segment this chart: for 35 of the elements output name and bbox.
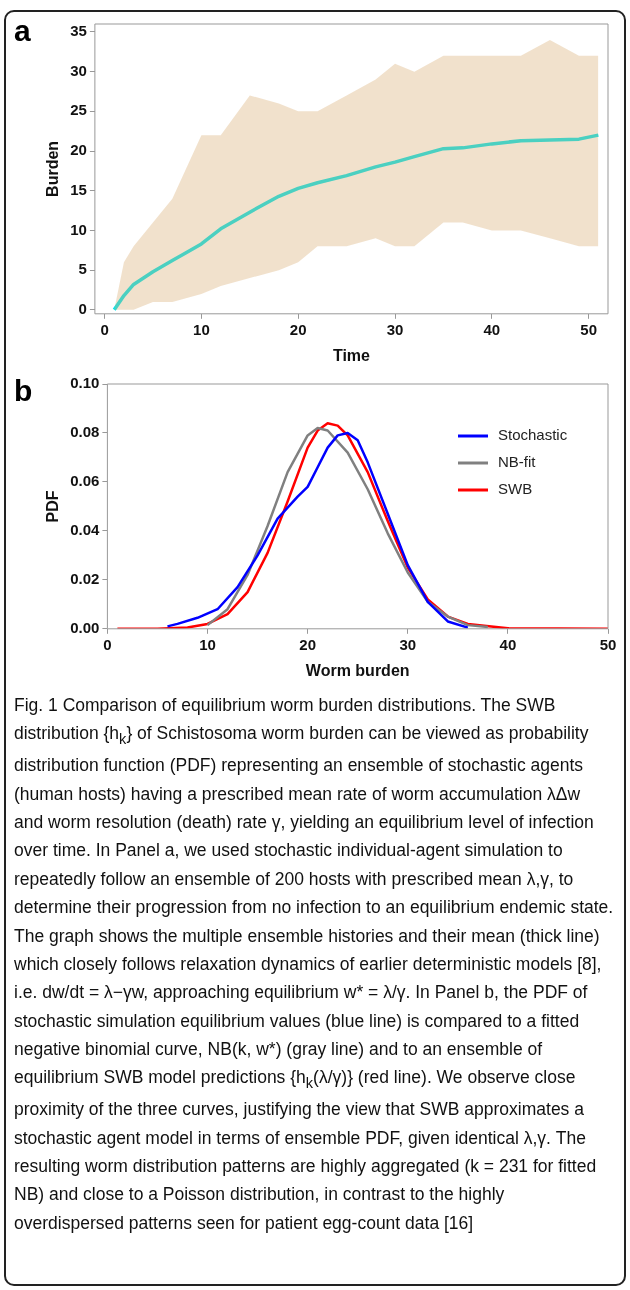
legend-label: Stochastic xyxy=(498,426,568,444)
x-tick-label: 0 xyxy=(103,635,112,653)
y-tick-label: 30 xyxy=(70,61,87,79)
x-tick-label: 40 xyxy=(483,320,501,338)
chart-title: b xyxy=(14,374,33,408)
y-tick-label: 0.08 xyxy=(70,423,100,441)
y-tick-label: 20 xyxy=(70,141,87,159)
y-tick-label: 5 xyxy=(78,260,87,278)
x-tick-label: 20 xyxy=(289,320,307,338)
x-tick-label: 40 xyxy=(499,635,517,653)
legend-label: NB-fit xyxy=(498,453,537,471)
legend-label: SWB xyxy=(498,480,533,498)
y-tick-label: 10 xyxy=(70,220,87,238)
text: Fig. 1 Comparison of equilibrium worm burden distributions. The SWB distribution {h$_{k}$} of Schistosoma worm burden can be viewed as probability distribution function (PDF) representing an ensemble of stochastic agents (human hosts) having a prescribed mean rate of worm accumulation λΔw and worm resolution (death) rate γ, yielding an equilibrium level of infection over time. In Panel a, we used stochastic individual-agent simulation to repeatedly follow an ensemble of 200 hosts with prescribed mean λ,γ, to determine their progression from no infection to an equilibrium endemic state. The graph shows the multiple ensemble histories and their mean (thick line) which closely follows relaxation dynamics of earlier deterministic models [8], i.e. dw/dt = λ−γw, approaching equilibrium w* = λ/γ. In Panel b, the PDF of stochastic simulation equilibrium values (blue line) is compared to a fitted negative binomial curve, NB(k, w*) (gray line) and to an ensemble of equilibrium SWB model predictions {h$_{k}$(λ/γ)} (red line). We observe close proximity of the three curves, justifying the view that SWB approximates a stochastic agent model in terms of ensemble PDF, given identical λ,γ. The resulting worm distribution patterns are highly aggregated (k = 231 for fitted NB) and close to a Poisson distribution, in contrast to the highly overdispersed patterns seen for patient egg-count data [16] xyxy=(14,695,614,1233)
y-tick-label: 15 xyxy=(70,180,87,198)
x-axis-title: Worm burden xyxy=(305,661,410,679)
x-tick-label: 10 xyxy=(193,320,210,338)
y-tick-label: 0.02 xyxy=(70,569,100,587)
y-tick-label: 0.04 xyxy=(70,521,101,539)
x-tick-label: 30 xyxy=(399,635,417,653)
y-tick-label: 25 xyxy=(70,101,87,119)
x-tick-label: 20 xyxy=(299,635,316,653)
y-axis-title: Burden xyxy=(44,140,62,197)
y-tick-label: 35 xyxy=(70,22,87,40)
y-tick-label: 0 xyxy=(78,299,87,317)
x-tick-label: 50 xyxy=(580,320,597,338)
y-tick-label: 0.10 xyxy=(70,374,100,392)
y-tick-label: 0.06 xyxy=(70,472,100,490)
y-tick-label: 0.00 xyxy=(70,618,100,636)
x-tick-label: 10 xyxy=(199,635,216,653)
x-axis-title: Time xyxy=(332,346,371,364)
x-tick-label: 50 xyxy=(599,635,617,653)
x-tick-label: 30 xyxy=(386,320,404,338)
y-axis-title: PDF xyxy=(44,490,62,523)
chart-title: a xyxy=(14,14,31,48)
